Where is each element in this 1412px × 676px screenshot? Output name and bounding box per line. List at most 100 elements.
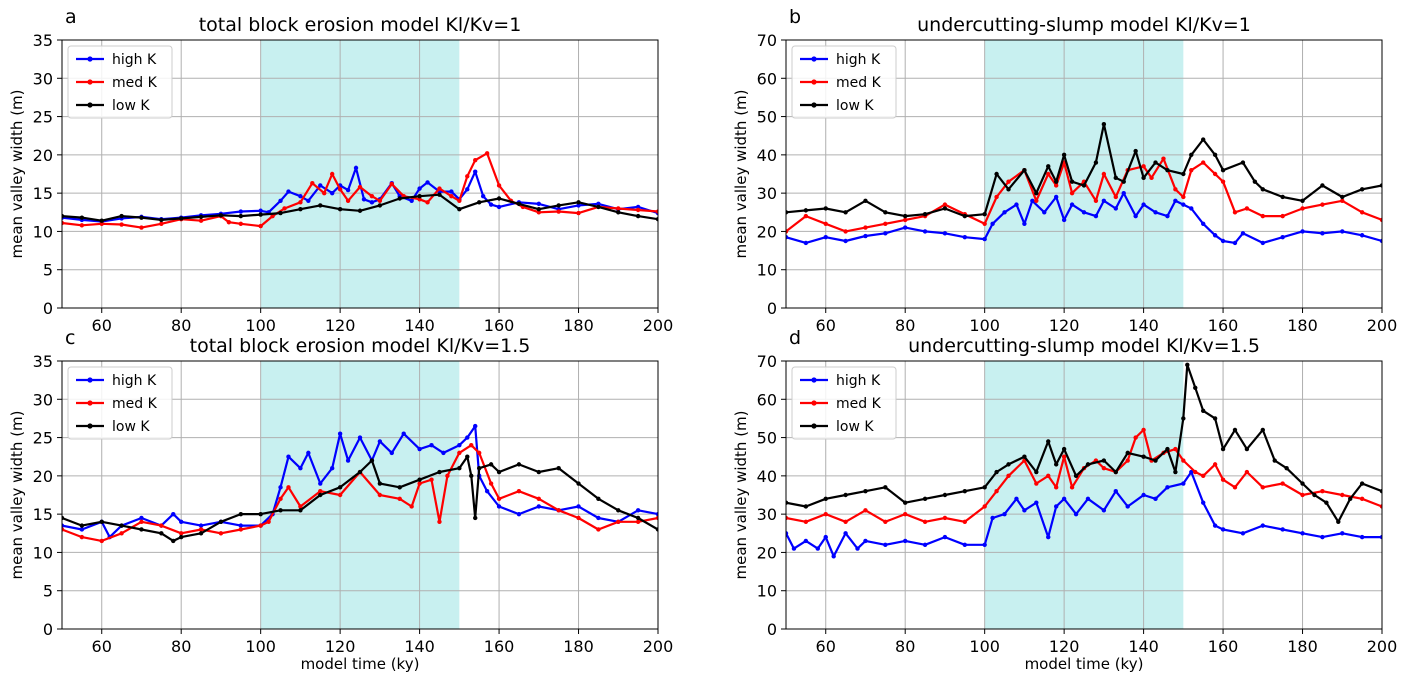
data-point-med xyxy=(1280,481,1285,486)
x-tick-label: 120 xyxy=(1049,316,1080,335)
data-point-high xyxy=(465,187,470,192)
data-point-low xyxy=(79,523,85,528)
data-point-low xyxy=(1324,500,1329,505)
data-point-med xyxy=(369,194,375,199)
legend-marker-high xyxy=(811,56,817,62)
x-tick-label: 100 xyxy=(245,316,276,335)
data-point-high xyxy=(1046,534,1051,540)
data-point-low xyxy=(556,466,561,471)
data-point-low xyxy=(883,485,888,490)
data-point-med xyxy=(994,488,999,494)
data-point-high xyxy=(361,197,367,202)
data-point-med xyxy=(1212,462,1218,467)
data-point-med xyxy=(1046,171,1051,177)
data-point-med xyxy=(942,202,948,207)
data-point-med xyxy=(994,194,999,200)
data-point-med xyxy=(1201,160,1206,165)
data-point-high xyxy=(883,231,888,236)
data-point-high xyxy=(990,221,995,226)
data-point-med xyxy=(903,511,908,517)
data-point-low xyxy=(1053,462,1059,467)
data-point-low xyxy=(1348,496,1353,502)
data-point-med xyxy=(282,206,287,211)
data-point-low xyxy=(1061,446,1067,452)
data-point-med xyxy=(536,496,541,502)
data-point-med xyxy=(1280,213,1285,219)
data-point-med xyxy=(982,504,987,509)
series-group xyxy=(62,423,658,544)
x-tick-label: 60 xyxy=(92,316,112,335)
data-point-low xyxy=(1260,187,1266,192)
data-point-low xyxy=(397,485,402,490)
data-point-low xyxy=(1212,416,1218,421)
x-tick-label: 180 xyxy=(1287,316,1318,335)
y-tick-label: 0 xyxy=(43,620,53,639)
data-point-high xyxy=(1069,202,1075,207)
data-point-high xyxy=(298,194,303,199)
data-point-low xyxy=(1141,175,1146,181)
data-point-low xyxy=(786,500,789,505)
legend-label-med: med K xyxy=(836,75,882,91)
data-point-high xyxy=(1053,194,1059,200)
data-point-med xyxy=(377,198,383,203)
data-point-low xyxy=(397,196,402,201)
x-tick-label: 60 xyxy=(816,316,836,335)
x-tick-label: 200 xyxy=(643,637,674,656)
data-point-med xyxy=(635,519,641,524)
data-point-high xyxy=(238,209,243,214)
data-point-low xyxy=(1220,446,1226,452)
y-tick-label: 60 xyxy=(757,69,777,88)
data-point-high xyxy=(329,466,335,471)
data-point-low xyxy=(238,511,243,517)
y-tick-label: 25 xyxy=(33,108,53,127)
data-point-low xyxy=(238,213,243,219)
data-point-high xyxy=(823,234,828,240)
data-point-high xyxy=(1181,202,1186,207)
data-point-med xyxy=(843,229,848,234)
data-point-high xyxy=(855,546,860,551)
data-point-high xyxy=(942,534,948,540)
data-point-high xyxy=(62,523,65,528)
data-point-low xyxy=(278,210,283,216)
legend-label-med: med K xyxy=(112,396,158,412)
data-point-med xyxy=(337,187,343,192)
data-point-med xyxy=(318,488,323,494)
data-point-high xyxy=(1121,190,1126,196)
data-point-high xyxy=(1212,233,1218,238)
data-point-low xyxy=(863,198,868,203)
data-point-high xyxy=(1240,531,1246,536)
data-point-med xyxy=(576,210,581,216)
data-point-med xyxy=(1034,481,1039,486)
data-point-med xyxy=(1149,175,1154,181)
data-point-med xyxy=(1125,458,1130,463)
data-point-low xyxy=(1085,462,1091,467)
data-point-low xyxy=(1252,179,1258,184)
data-point-low xyxy=(1189,152,1194,158)
data-point-high xyxy=(417,186,422,191)
data-point-high xyxy=(1181,481,1186,486)
y-tick-label: 10 xyxy=(33,222,53,241)
data-point-med xyxy=(465,174,470,179)
y-tick-label: 35 xyxy=(33,352,53,371)
data-point-low xyxy=(1121,179,1126,184)
data-point-high xyxy=(1240,231,1246,236)
data-point-low xyxy=(1034,190,1039,196)
x-tick-label: 140 xyxy=(404,316,435,335)
data-point-low xyxy=(159,217,164,223)
data-point-low xyxy=(1153,160,1158,165)
data-point-low xyxy=(994,469,999,475)
data-point-low xyxy=(357,469,363,475)
data-point-low xyxy=(803,208,809,213)
data-point-med xyxy=(139,519,144,524)
legend: high K med K low K xyxy=(67,366,173,440)
data-point-high xyxy=(576,504,581,509)
data-point-low xyxy=(903,213,908,219)
x-tick-label: 200 xyxy=(1367,637,1398,656)
data-point-med xyxy=(429,477,434,482)
data-point-high xyxy=(1022,221,1027,226)
data-point-low xyxy=(469,473,474,479)
legend-label-low: low K xyxy=(836,98,874,114)
data-point-med xyxy=(1006,179,1011,184)
data-point-med xyxy=(62,220,65,226)
